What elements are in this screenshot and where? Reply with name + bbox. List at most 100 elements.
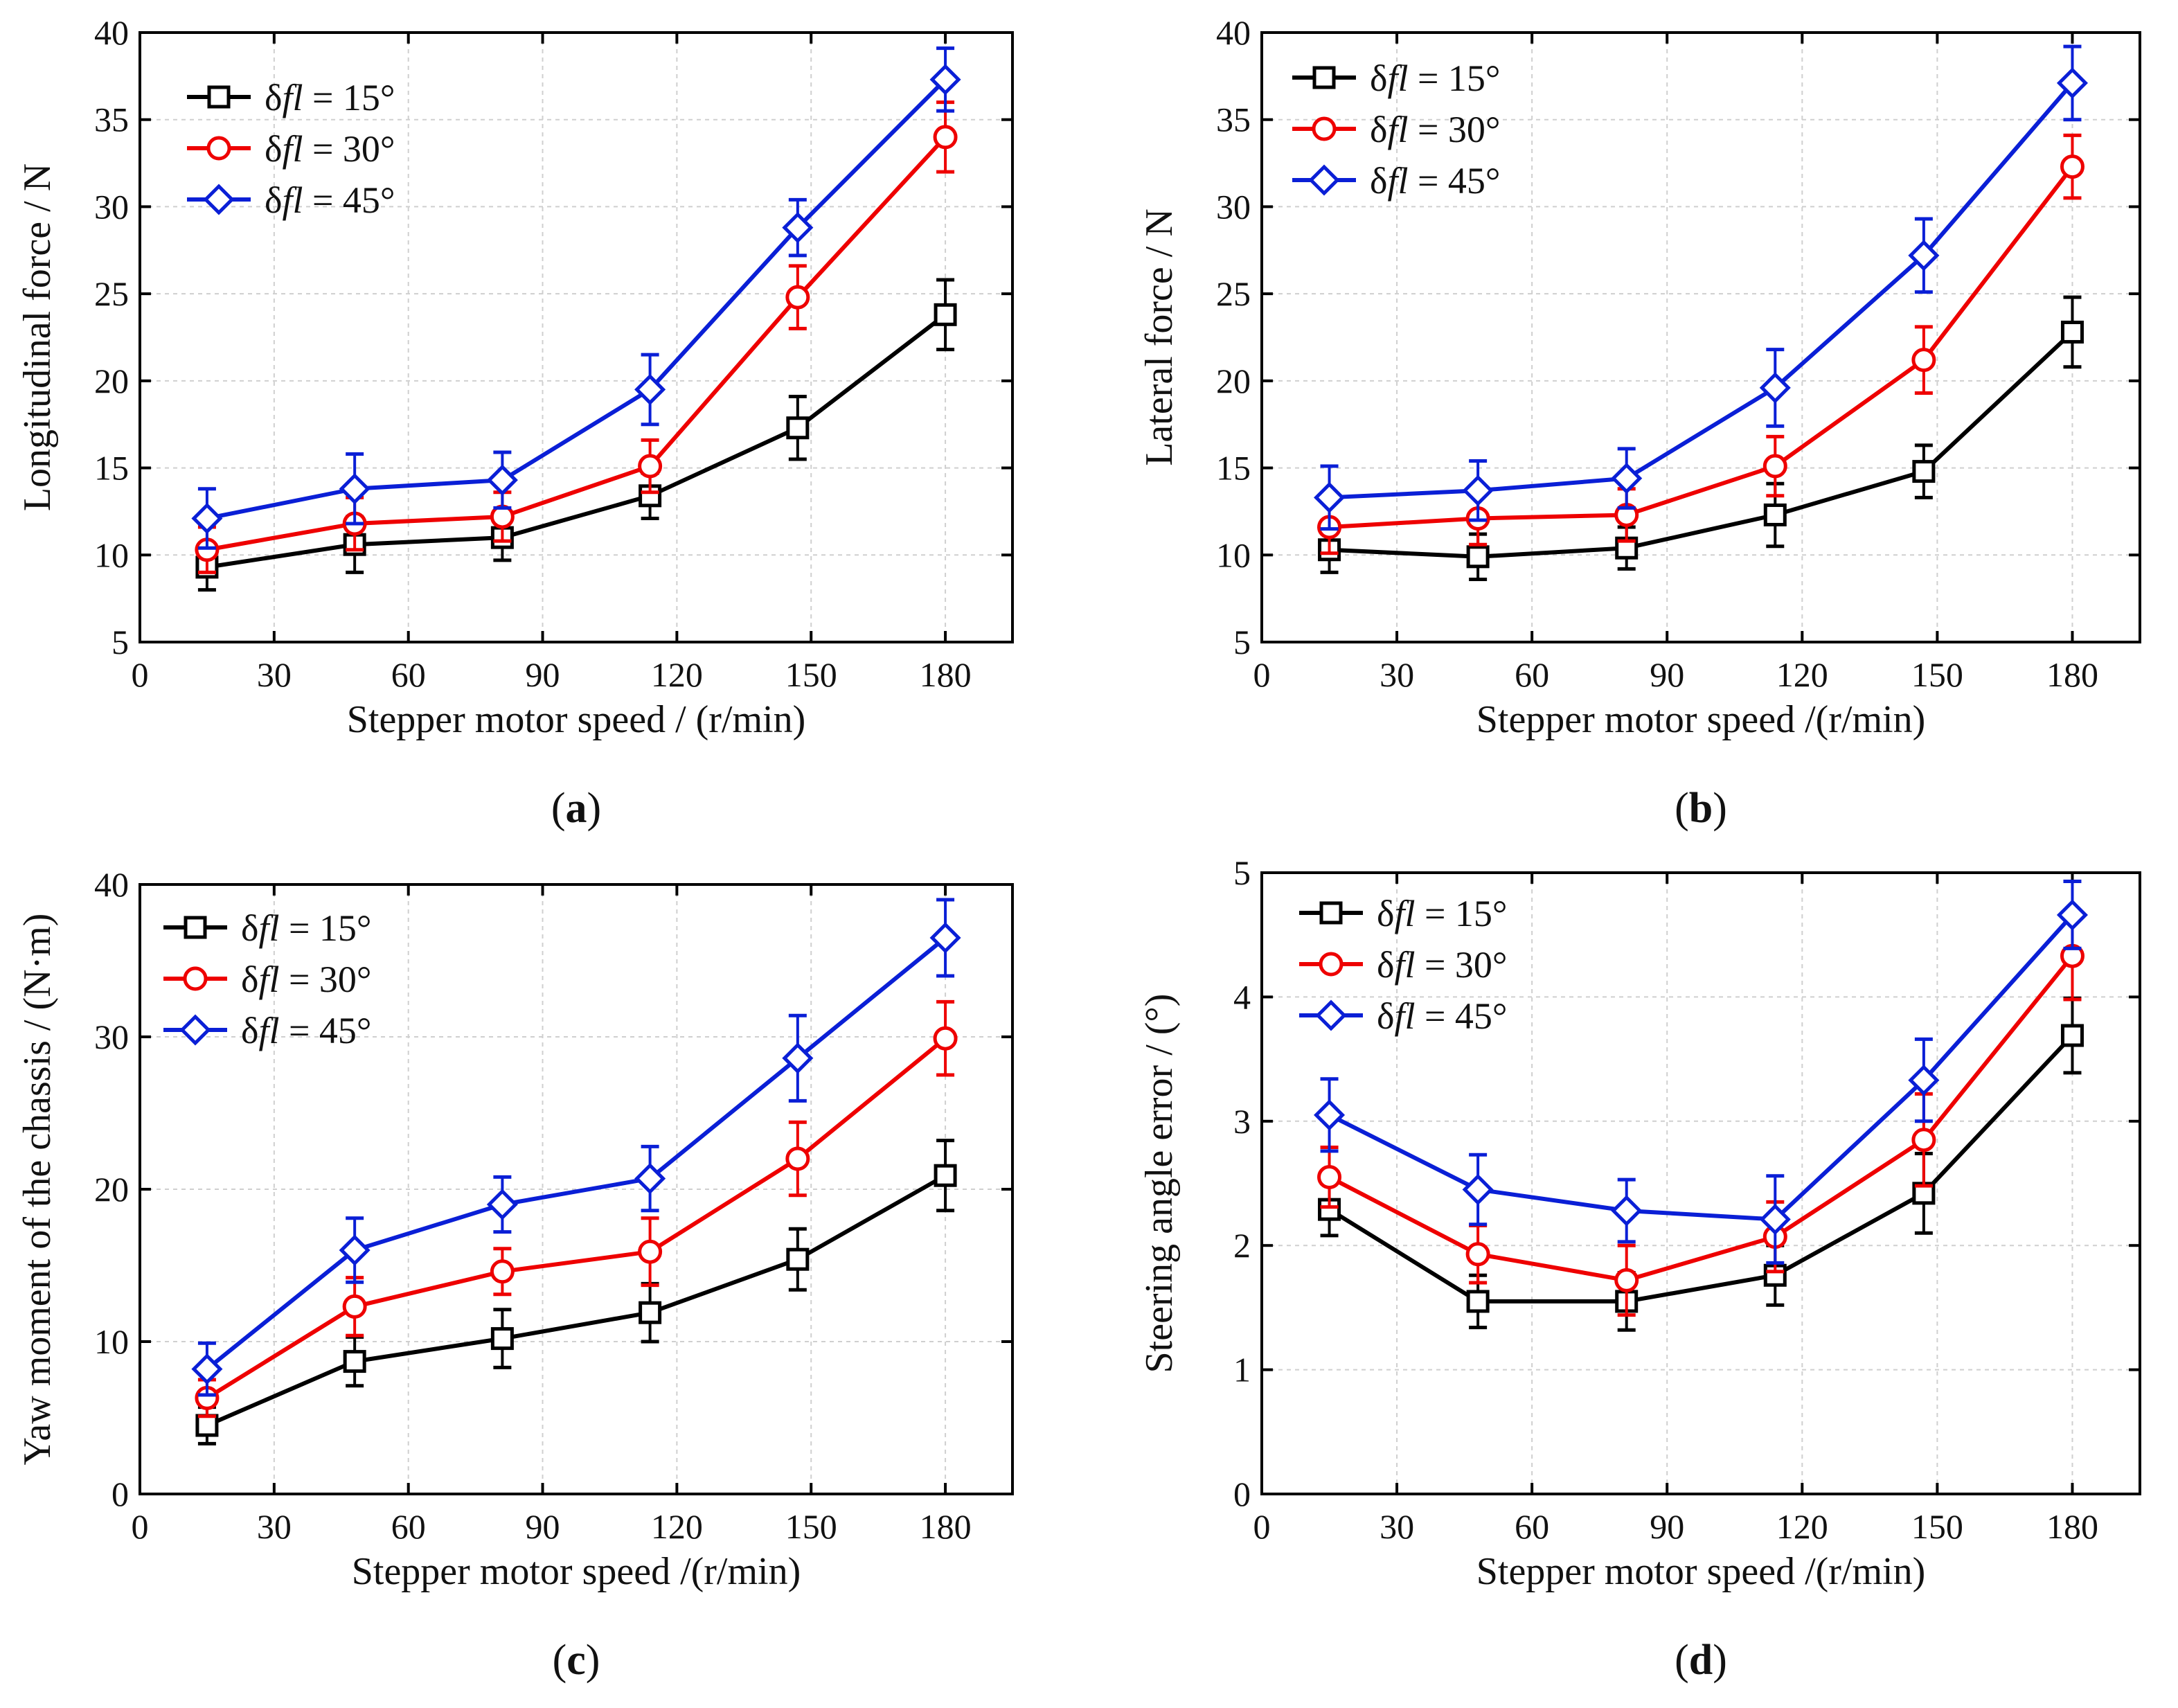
series-15deg [195, 1139, 957, 1445]
data-point [1759, 1203, 1791, 1236]
y-tick-label: 10 [94, 535, 129, 574]
series-45deg [1314, 880, 2088, 1265]
x-tick-label: 150 [785, 1507, 837, 1546]
x-tick-label: 90 [1650, 655, 1684, 694]
y-tick-label: 15 [94, 449, 129, 488]
data-point [1759, 372, 1791, 404]
legend-label: δfl = 15° [1377, 893, 1508, 934]
series-line [206, 1173, 947, 1427]
data-point [1912, 460, 1936, 483]
y-axis-label: Lateral force / N [1138, 208, 1181, 466]
data-point [1314, 1099, 1346, 1131]
series-line [1328, 1033, 2074, 1304]
data-point [933, 125, 958, 150]
data-point [933, 1026, 958, 1051]
y-tick-label: 30 [94, 1017, 129, 1056]
x-tick-label: 60 [391, 1507, 426, 1546]
data-point [339, 1234, 371, 1266]
series-line [206, 1036, 947, 1400]
data-point [1465, 1242, 1490, 1267]
legend-marker [1312, 116, 1337, 141]
x-tick-label: 60 [391, 655, 426, 694]
series-line [1329, 165, 2074, 530]
data-point [486, 464, 518, 496]
x-tick-label: 150 [1911, 655, 1963, 694]
chart-panel-b: 0 30 60 90 120 150 180 5 10 15 20 25 30 35 40 Stepper m… [1138, 13, 2141, 832]
x-tick-label: 120 [651, 1507, 703, 1546]
series-line [1329, 81, 2074, 500]
data-point [634, 1163, 666, 1195]
legend-label: δfl = 30° [241, 959, 372, 1000]
x-tick-label: 180 [2046, 655, 2098, 694]
x-tick-label: 0 [132, 1507, 149, 1546]
data-point [1314, 481, 1346, 513]
y-tick-label: 40 [94, 865, 129, 904]
y-tick-label: 20 [94, 362, 129, 400]
x-axis-label: Stepper motor speed /(r/min) [1476, 698, 1926, 741]
y-tick-label: 20 [94, 1170, 129, 1209]
data-point [934, 303, 957, 326]
data-point [195, 1414, 219, 1437]
legend-marker [207, 85, 231, 109]
data-point [2056, 899, 2088, 931]
data-point [785, 1146, 810, 1171]
plot-frame [1260, 871, 2141, 1495]
data-point [929, 922, 961, 954]
chart-panel-a: 0 30 60 90 120 150 180 5 10 15 20 25 30 35 40 Stepper m… [16, 13, 1014, 832]
y-tick-label: 3 [1233, 1102, 1251, 1141]
x-tick-label: 150 [1911, 1507, 1963, 1546]
legend-marker [183, 966, 208, 991]
grid [140, 33, 1012, 642]
series-line [206, 936, 947, 1371]
y-tick-label: 10 [94, 1322, 129, 1361]
legend-marker [1315, 999, 1347, 1031]
data-point [1762, 454, 1787, 479]
legend-label: δfl = 45° [265, 179, 395, 221]
x-axis-label: Stepper motor speed /(r/min) [1476, 1550, 1926, 1593]
legend-label: δfl = 15° [1370, 57, 1501, 99]
x-tick-label: 0 [1253, 655, 1271, 694]
data-point [786, 1247, 810, 1271]
data-point [634, 373, 666, 405]
panel-label: (c) [553, 1637, 600, 1684]
y-tick-label: 30 [1216, 187, 1251, 226]
x-tick-label: 30 [1380, 655, 1414, 694]
data-point [782, 1042, 814, 1074]
y-tick-label: 1 [1233, 1351, 1251, 1389]
panel-label: (d) [1675, 1637, 1727, 1684]
y-tick-label: 2 [1233, 1226, 1251, 1265]
data-point [1466, 545, 1490, 569]
x-tick-label: 0 [132, 655, 149, 694]
series-30deg [195, 999, 958, 1418]
legend-marker [1319, 952, 1344, 977]
y-axis-label: Longitudinal force / N [16, 163, 59, 511]
x-tick-label: 180 [920, 655, 972, 694]
x-tick-label: 180 [920, 1507, 972, 1546]
data-point [2056, 67, 2088, 99]
legend-marker [206, 136, 231, 161]
legend-label: δfl = 45° [1370, 160, 1501, 202]
series-line [1328, 954, 2074, 1283]
x-tick-label: 30 [257, 1507, 292, 1546]
y-tick-label: 5 [111, 623, 129, 661]
y-tick-label: 25 [1216, 274, 1251, 313]
data-point [1911, 348, 1936, 373]
series-30deg [195, 100, 958, 574]
series-30deg [1317, 910, 2085, 1317]
y-tick-label: 30 [94, 187, 129, 226]
data-point [638, 1239, 663, 1264]
series-45deg [1314, 44, 2088, 531]
x-tick-label: 60 [1515, 655, 1549, 694]
legend-label: δfl = 45° [241, 1010, 372, 1051]
legend: δfl = 15° δfl = 30° δfl = 45° [163, 907, 372, 1051]
y-tick-label: 25 [94, 274, 129, 313]
x-tick-label: 60 [1515, 1507, 1549, 1546]
x-axis-label: Stepper motor speed / (r/min) [347, 698, 806, 741]
data-point [2060, 1024, 2084, 1047]
data-point [639, 1301, 662, 1324]
x-tick-label: 30 [1380, 1507, 1414, 1546]
plot-frame [139, 31, 1014, 643]
data-point [2060, 154, 2085, 179]
data-point [1611, 463, 1643, 495]
legend: δfl = 15° δfl = 30° δfl = 45° [1299, 893, 1508, 1037]
